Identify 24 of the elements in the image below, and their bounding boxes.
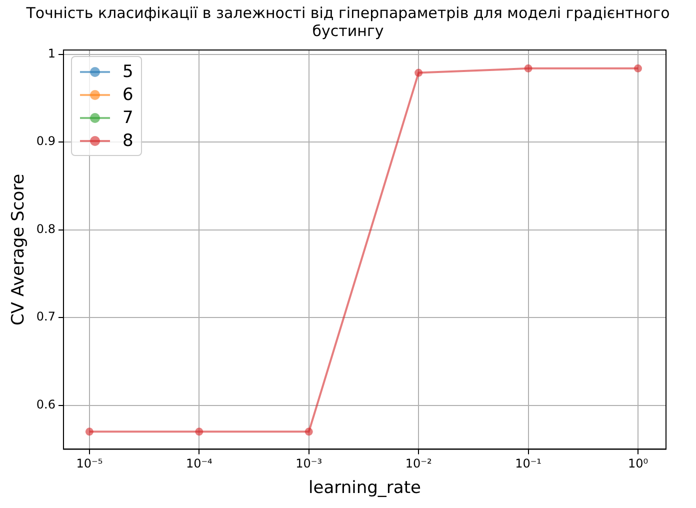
x-tick-label: 10⁻⁴ — [186, 456, 213, 471]
x-tick-label: 10⁻² — [405, 456, 432, 471]
y-tick-label: 0.7 — [36, 310, 56, 324]
point — [414, 68, 423, 77]
x-tick-label: 10⁻¹ — [515, 456, 542, 471]
chart-title: Точність класифікації в залежності від гіперпараметрів для моделі градієнтного бустингу — [25, 4, 671, 40]
legend-label: 6 — [122, 84, 134, 104]
x-axis-title: learning_rate — [308, 478, 421, 498]
y-tick-label: 0.8 — [36, 222, 56, 236]
point — [304, 428, 313, 436]
x-tick-label: 10⁻⁵ — [76, 456, 103, 471]
point — [634, 64, 642, 72]
point — [85, 428, 94, 436]
y-tick-label: 0.6 — [36, 397, 56, 412]
point — [195, 428, 204, 436]
y-tick-label: 0.9 — [36, 134, 56, 148]
point — [524, 64, 532, 72]
y-tick-label: 1 — [48, 46, 56, 61]
legend-label: 7 — [122, 108, 134, 128]
x-tick-label: 10⁰ — [628, 456, 648, 471]
legend-label: 5 — [122, 62, 134, 82]
y-axis-title: CV Average Score — [8, 174, 29, 326]
legend-label: 8 — [122, 130, 134, 150]
x-tick-label: 10⁻³ — [296, 456, 322, 471]
